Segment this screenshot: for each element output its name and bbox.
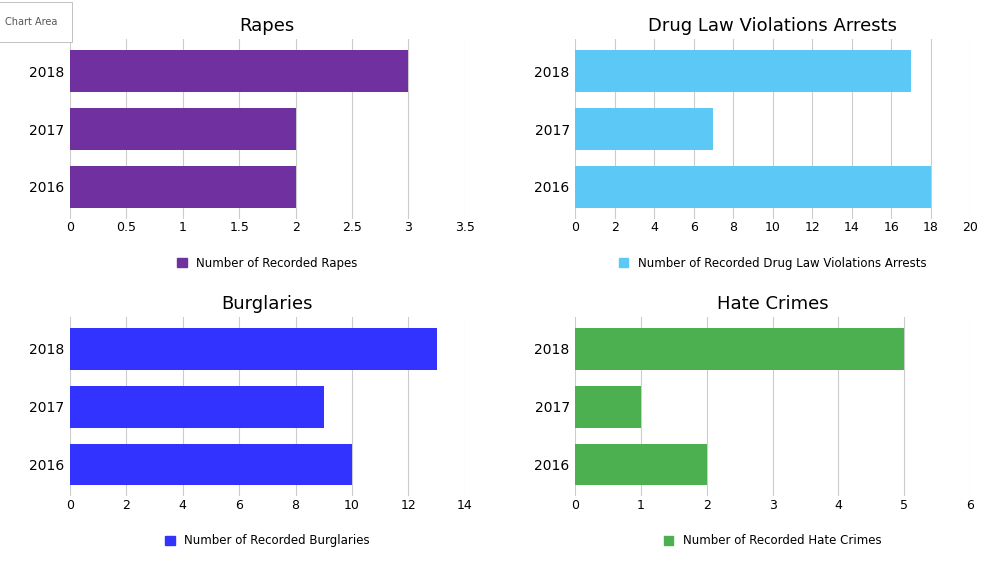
Title: Rapes: Rapes	[240, 17, 295, 35]
Bar	[575, 328, 904, 370]
Bar	[575, 108, 713, 150]
Bar	[575, 386, 641, 428]
Title: Hate Crimes: Hate Crimes	[717, 295, 828, 313]
Legend: Number of Recorded Drug Law Violations Arrests: Number of Recorded Drug Law Violations A…	[619, 257, 926, 270]
Title: Drug Law Violations Arrests: Drug Law Violations Arrests	[648, 17, 897, 35]
Bar	[70, 50, 408, 92]
Bar	[575, 166, 931, 208]
Bar	[70, 166, 296, 208]
Title: Burglaries: Burglaries	[222, 295, 313, 313]
Bar	[70, 444, 352, 486]
Bar	[575, 50, 911, 92]
Bar	[575, 444, 707, 486]
Bar	[70, 108, 296, 150]
Bar	[70, 386, 324, 428]
Legend: Number of Recorded Rapes: Number of Recorded Rapes	[177, 257, 358, 270]
Text: Chart Area: Chart Area	[5, 17, 57, 27]
Legend: Number of Recorded Burglaries: Number of Recorded Burglaries	[165, 535, 370, 548]
Legend: Number of Recorded Hate Crimes: Number of Recorded Hate Crimes	[664, 535, 881, 548]
Bar	[70, 328, 437, 370]
